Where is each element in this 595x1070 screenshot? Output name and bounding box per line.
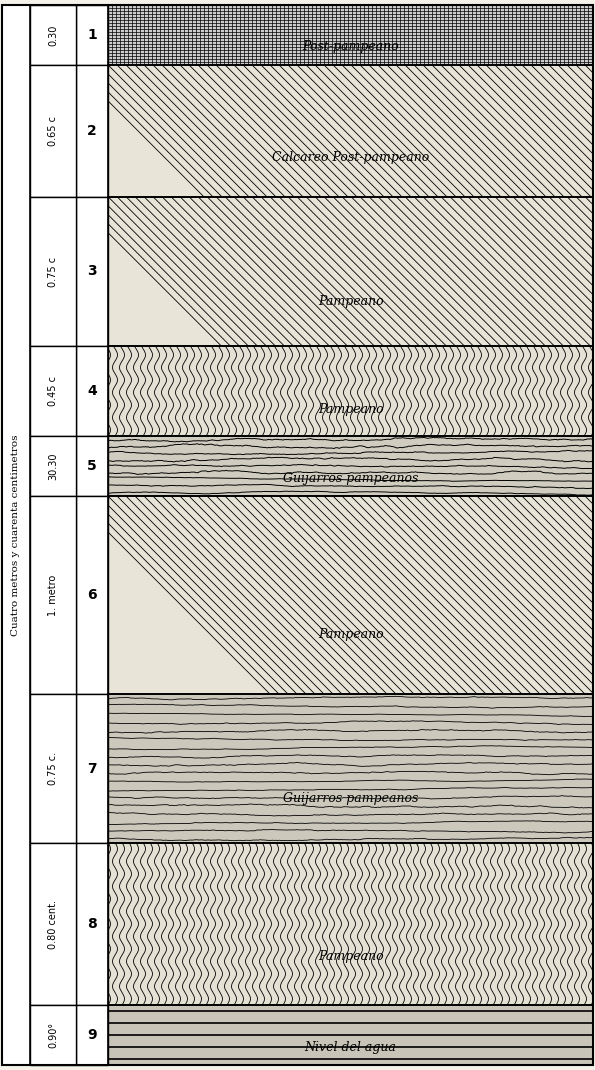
Text: 5: 5 xyxy=(87,459,97,473)
Bar xyxy=(108,437,593,496)
Bar xyxy=(30,197,76,347)
Text: Post-pampeano: Post-pampeano xyxy=(302,41,399,54)
Text: Pampeano: Pampeano xyxy=(318,295,383,308)
Bar xyxy=(108,197,593,347)
Text: 3: 3 xyxy=(87,264,97,278)
Bar xyxy=(108,65,593,197)
Text: 0.75 c: 0.75 c xyxy=(48,257,58,287)
Text: Pampeano: Pampeano xyxy=(318,950,383,963)
Bar xyxy=(76,437,108,496)
Text: Nivel del agua: Nivel del agua xyxy=(305,1040,396,1054)
Bar xyxy=(30,843,76,1005)
Bar xyxy=(30,1005,76,1065)
Bar xyxy=(76,843,108,1005)
Bar xyxy=(30,65,76,197)
Text: 6: 6 xyxy=(87,587,97,602)
Bar xyxy=(30,347,76,437)
Bar xyxy=(76,1005,108,1065)
Text: Calcareo Post-pampeano: Calcareo Post-pampeano xyxy=(272,151,429,164)
Text: Guijarros pampeanos: Guijarros pampeanos xyxy=(283,792,418,805)
Text: 4: 4 xyxy=(87,384,97,398)
Bar xyxy=(108,347,593,437)
Bar xyxy=(76,65,108,197)
Bar xyxy=(108,5,593,65)
Text: 0.80 cent.: 0.80 cent. xyxy=(48,900,58,949)
Bar xyxy=(76,5,108,65)
Bar xyxy=(76,197,108,347)
Bar xyxy=(108,693,593,843)
Text: Pampeano: Pampeano xyxy=(318,402,383,416)
Bar xyxy=(108,496,593,693)
Bar xyxy=(76,693,108,843)
Bar xyxy=(108,5,593,65)
Bar xyxy=(30,496,76,693)
Bar xyxy=(108,65,593,197)
Bar xyxy=(30,5,76,65)
Bar xyxy=(108,496,593,693)
Text: Pampeano: Pampeano xyxy=(318,628,383,641)
Text: 1. metro: 1. metro xyxy=(48,575,58,615)
Bar xyxy=(108,1005,593,1065)
Text: 0.75 c.: 0.75 c. xyxy=(48,752,58,785)
Bar xyxy=(108,693,593,843)
Bar xyxy=(108,843,593,1005)
Text: 8: 8 xyxy=(87,917,97,931)
Text: 30.30: 30.30 xyxy=(48,453,58,479)
Text: Cuatro metros y cuarenta centimetros: Cuatro metros y cuarenta centimetros xyxy=(11,434,20,636)
Text: 0.45 c: 0.45 c xyxy=(48,377,58,407)
Bar xyxy=(108,197,593,347)
Text: Guijarros pampeanos: Guijarros pampeanos xyxy=(283,472,418,485)
Bar xyxy=(2,5,30,1065)
Bar xyxy=(30,437,76,496)
Bar xyxy=(108,347,593,437)
Text: 7: 7 xyxy=(87,762,97,776)
Text: 0.30: 0.30 xyxy=(48,25,58,46)
Bar xyxy=(108,437,593,496)
Text: 2: 2 xyxy=(87,124,97,138)
Text: 0.90°: 0.90° xyxy=(48,1022,58,1049)
Bar xyxy=(108,1005,593,1065)
Bar xyxy=(108,843,593,1005)
Bar xyxy=(76,347,108,437)
Text: 9: 9 xyxy=(87,1028,97,1042)
Bar xyxy=(76,496,108,693)
Bar xyxy=(30,693,76,843)
Text: 0.65 c: 0.65 c xyxy=(48,116,58,146)
Text: 1: 1 xyxy=(87,28,97,42)
